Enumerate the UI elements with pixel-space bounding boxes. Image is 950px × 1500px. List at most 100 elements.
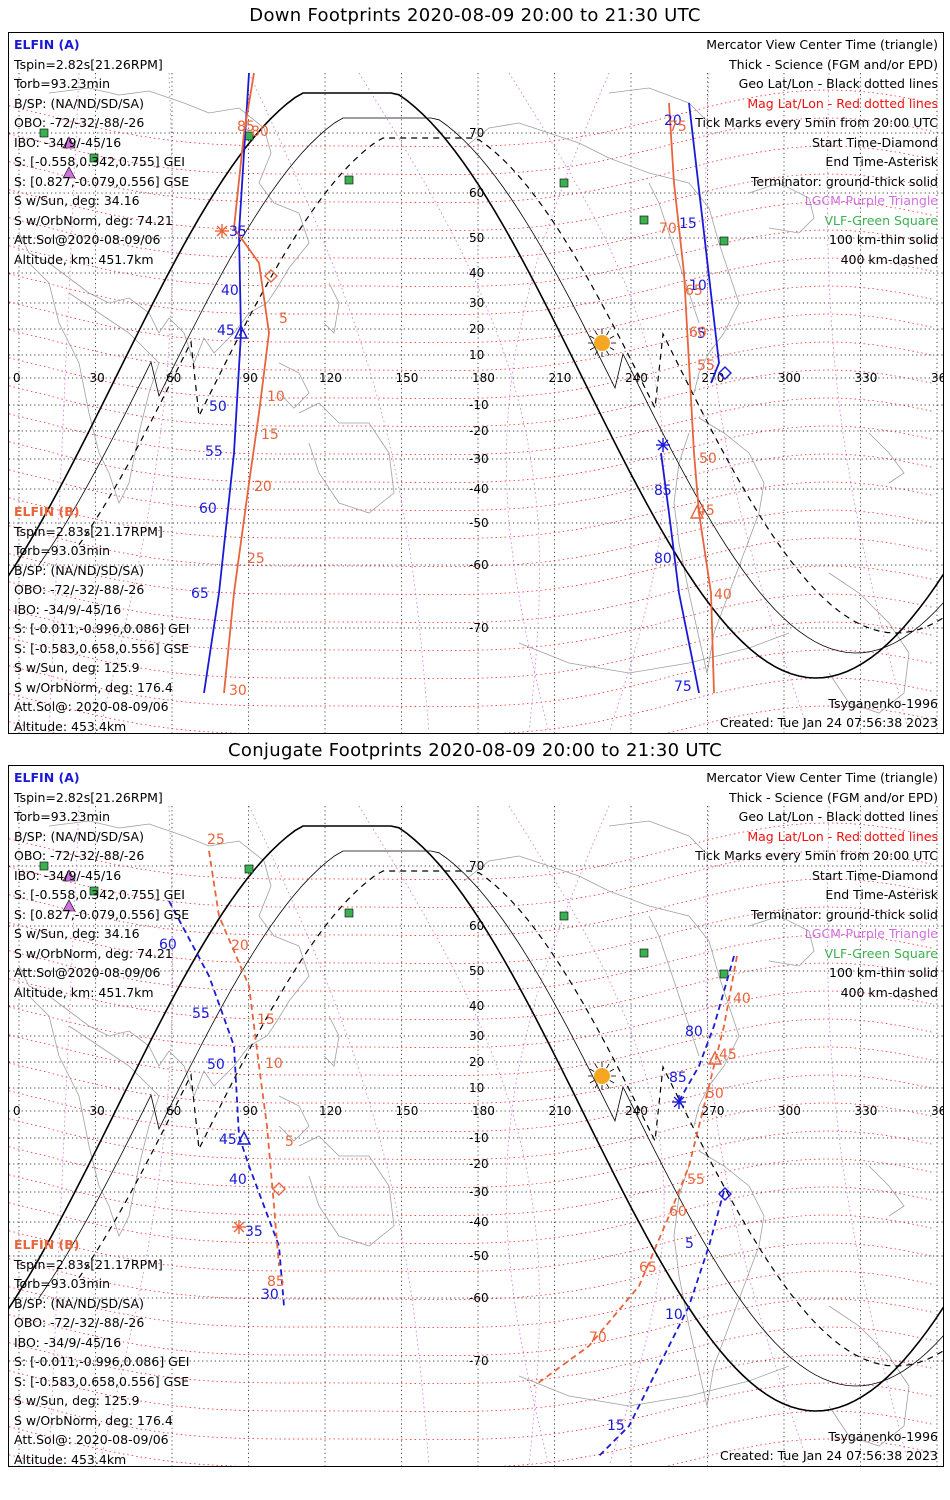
elfin-b-line: Tspin=2.83s[21.17RPM]: [14, 1256, 163, 1272]
created-label: Created: Tue Jan 24 07:56:38 2023: [719, 715, 938, 730]
bottom-map-title: Conjugate Footprints 2020-08-09 20:00 to…: [228, 740, 722, 761]
asterisk-stroke: [216, 225, 228, 237]
mag-lat-line: [9, 1046, 934, 1104]
center-triangle: [236, 1130, 252, 1145]
elfin-a-line: S w/OrbNorm, deg: 74.21: [14, 945, 173, 961]
legend-line: End Time-Asterisk: [825, 887, 938, 902]
asterisk-stroke: [657, 439, 669, 451]
legend-line: Tick Marks every 5min from 20:00 UTC: [695, 848, 938, 863]
sun-disc: [594, 335, 610, 351]
lat-tick-label: 10: [469, 1081, 484, 1095]
legend-line: Terminator: ground-thick solid: [750, 906, 938, 922]
model-label: Tsyganenko-1996: [828, 696, 938, 711]
lat-tick-label: -50: [469, 1249, 489, 1263]
lat-tick-label: 30: [469, 1029, 484, 1043]
coastline: [28, 262, 160, 505]
mag-lat-line: [9, 257, 934, 315]
track-tick-label: 65: [639, 1260, 657, 1276]
track-tick-label: 40: [229, 1172, 247, 1188]
legend-line: Geo Lat/Lon - Black dotted lines: [738, 809, 938, 824]
legend-line: VLF-Green Square: [824, 945, 938, 961]
vlf-station-square: [344, 175, 354, 185]
coastline: [323, 1015, 340, 1067]
vlf-station-square: [244, 864, 254, 874]
sun-ray: [606, 350, 610, 356]
elfin-a-line: S: [0.827,-0.079,0.556] GSE: [14, 906, 190, 922]
mag-lon-line: [358, 72, 540, 732]
down-footprints-map: 0306090120150180210240270300330360706050…: [9, 72, 943, 733]
track-tick-label: 45: [219, 1132, 237, 1148]
lon-tick-label: 360: [931, 371, 943, 385]
sun-icon: [588, 1062, 616, 1090]
track-tick-label: 20: [254, 479, 272, 495]
vlf-station-square: [719, 969, 729, 979]
elfin-a-info: ELFIN (A) Tspin=2.82s[21.26RPM] Torb=93.…: [14, 35, 189, 269]
terminator-100km: [38, 850, 943, 1387]
coastline: [28, 995, 160, 1238]
legend-line: Start Time-Diamond: [811, 867, 938, 883]
elfin-b-header: ELFIN (B): [14, 1237, 80, 1252]
elfin-a-line: OBO: -72/-32/-88/-26: [14, 115, 145, 130]
elfin-b-line: S: [-0.583,0.658,0.556] GSE: [14, 1373, 190, 1389]
coastline: [868, 432, 905, 484]
track-tick-label: 15: [679, 216, 697, 232]
elfin-a-line: Att.Sol@2020-08-09/06: [14, 965, 161, 980]
mag-lon-line: [705, 805, 809, 1465]
elfin-a-line: IBO: -34/9/-45/16: [14, 867, 122, 883]
elfin-a-track-south: [598, 1190, 725, 1457]
coastline: [278, 1095, 310, 1142]
track-tick-label: 50: [706, 1086, 724, 1102]
elfin-a-line: Altitude, km: 451.7km: [14, 984, 154, 1000]
elfin-a-line: OBO: -72/-32/-88/-26: [14, 848, 145, 863]
track-tick-label: 50: [207, 1057, 225, 1073]
lgcm-triangle: [62, 899, 76, 912]
asterisk-stroke: [673, 1096, 685, 1108]
sun-ray: [594, 350, 598, 356]
sun-ray: [589, 1080, 595, 1084]
track-tick-label: 80: [654, 551, 672, 567]
sun-ray: [589, 1068, 595, 1072]
elfin-b-line: S w/Sun, deg: 125.9: [14, 1393, 140, 1408]
lat-tick-label: -20: [469, 424, 489, 438]
lon-tick-label: 90: [243, 1104, 258, 1118]
lat-tick-label: -70: [469, 1354, 489, 1368]
vlf-station-square: [719, 236, 729, 246]
mag-lat-line: [9, 201, 934, 259]
vlf-station-square: [639, 948, 649, 958]
track-tick-label: 60: [159, 937, 177, 953]
lat-tick-label: 20: [469, 1055, 484, 1069]
sun-ray: [609, 1080, 615, 1084]
center-triangle: [707, 1050, 723, 1065]
track-tick-label: 5: [697, 326, 706, 342]
elfin-b-line: Torb=93.03min: [14, 1276, 111, 1291]
mag-lat-line: [9, 1130, 934, 1188]
mag-lat-line: [9, 649, 934, 707]
lat-tick-label: 20: [469, 322, 484, 336]
track-tick-label: 80: [251, 124, 269, 140]
lon-tick-label: 150: [396, 371, 419, 385]
end-asterisk: [232, 1220, 246, 1234]
track-tick-label: 50: [209, 399, 227, 415]
mag-lat-line: [9, 285, 934, 343]
elfin-a-info: ELFIN (A) Tspin=2.82s[21.26RPM] Torb=93.…: [14, 768, 189, 1002]
mag-lat-line: [9, 1186, 934, 1244]
elfin-b-info: ELFIN (B) Tspin=2.83s[21.17RPM] Torb=93.…: [14, 1235, 190, 1467]
elfin-a-line: S w/OrbNorm, deg: 74.21: [14, 212, 173, 228]
track-tick-label: 30: [229, 683, 247, 699]
mag-grid: [9, 72, 934, 733]
legend-line: 100 km-thin solid: [829, 965, 938, 980]
elfin-b-line: Altitude: 453.4km: [14, 1451, 127, 1467]
track-tick-label: 70: [659, 221, 677, 237]
end-asterisk: [215, 224, 229, 238]
mag-lat-line: [9, 990, 934, 1048]
lon-tick-label: 60: [166, 1104, 181, 1118]
elfin-b-track-east: [668, 102, 715, 694]
elfin-a-line: Torb=93.23min: [14, 809, 111, 824]
track-tick-label: 30: [261, 1287, 279, 1303]
elfin-a-line: S: [-0.558,0.342,0.755] GEI: [14, 154, 185, 169]
track-tick-label: 55: [192, 1006, 210, 1022]
elfin-b-line: S: [-0.011,-0.996,0.086] GEI: [14, 621, 190, 636]
mag-grid: [9, 805, 934, 1466]
lon-tick-label: 210: [549, 1104, 572, 1118]
mag-lat-line: [9, 1354, 934, 1412]
